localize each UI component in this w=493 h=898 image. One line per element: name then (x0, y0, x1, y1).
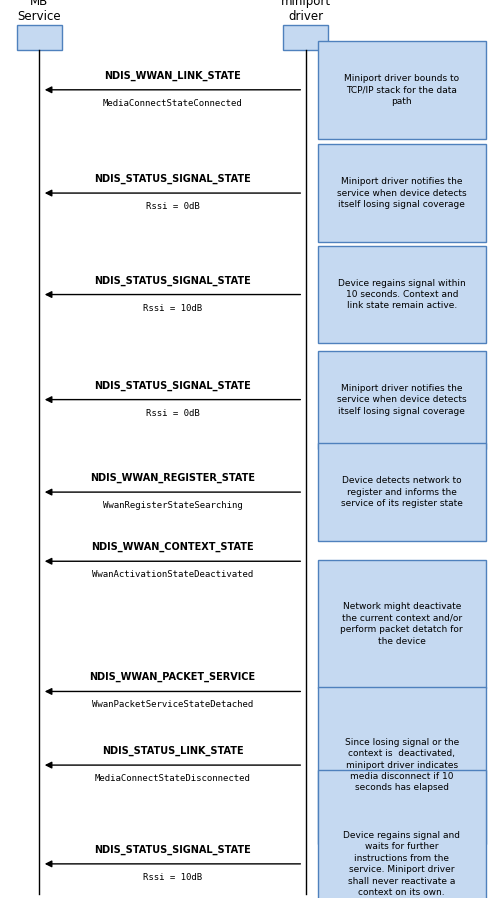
Text: MB
miniport
driver: MB miniport driver (281, 0, 331, 23)
Text: Miniport driver notifies the
service when device detects
itself losing signal co: Miniport driver notifies the service whe… (337, 383, 466, 416)
Text: WwanActivationStateDeactivated: WwanActivationStateDeactivated (92, 570, 253, 579)
Text: NDIS_STATUS_SIGNAL_STATE: NDIS_STATUS_SIGNAL_STATE (94, 381, 251, 391)
FancyBboxPatch shape (318, 145, 486, 242)
Text: NDIS_STATUS_SIGNAL_STATE: NDIS_STATUS_SIGNAL_STATE (94, 276, 251, 286)
Text: Device regains signal within
10 seconds. Context and
link state remain active.: Device regains signal within 10 seconds.… (338, 278, 466, 311)
Text: Rssi = 0dB: Rssi = 0dB (145, 409, 200, 418)
Text: NDIS_WWAN_CONTEXT_STATE: NDIS_WWAN_CONTEXT_STATE (91, 542, 254, 552)
Text: MediaConnectStateConnected: MediaConnectStateConnected (103, 99, 243, 108)
Text: Since losing signal or the
context is  deactivated,
miniport driver indicates
me: Since losing signal or the context is de… (345, 737, 459, 793)
Text: Rssi = 10dB: Rssi = 10dB (143, 304, 202, 313)
Text: Miniport driver notifies the
service when device detects
itself losing signal co: Miniport driver notifies the service whe… (337, 177, 466, 209)
Text: NDIS_WWAN_LINK_STATE: NDIS_WWAN_LINK_STATE (104, 71, 241, 81)
FancyBboxPatch shape (318, 245, 486, 343)
Text: Device regains signal and
waits for further
instructions from the
service. Minip: Device regains signal and waits for furt… (343, 831, 460, 897)
Text: Device detects network to
register and informs the
service of its register state: Device detects network to register and i… (341, 476, 463, 508)
FancyBboxPatch shape (318, 687, 486, 844)
Text: NDIS_WWAN_REGISTER_STATE: NDIS_WWAN_REGISTER_STATE (90, 473, 255, 483)
Text: Rssi = 10dB: Rssi = 10dB (143, 873, 202, 882)
FancyBboxPatch shape (283, 25, 328, 50)
FancyBboxPatch shape (17, 25, 62, 50)
FancyBboxPatch shape (318, 350, 486, 448)
FancyBboxPatch shape (318, 443, 486, 541)
FancyBboxPatch shape (318, 770, 486, 898)
Text: Rssi = 0dB: Rssi = 0dB (145, 202, 200, 211)
Text: MediaConnectStateDisconnected: MediaConnectStateDisconnected (95, 774, 250, 783)
Text: NDIS_STATUS_LINK_STATE: NDIS_STATUS_LINK_STATE (102, 746, 244, 756)
Text: WwanPacketServiceStateDetached: WwanPacketServiceStateDetached (92, 700, 253, 709)
Text: WwanRegisterStateSearching: WwanRegisterStateSearching (103, 501, 243, 510)
Text: Network might deactivate
the current context and/or
perform packet detatch for
t: Network might deactivate the current con… (341, 603, 463, 646)
FancyBboxPatch shape (318, 41, 486, 138)
Text: Miniport driver bounds to
TCP/IP stack for the data
path: Miniport driver bounds to TCP/IP stack f… (344, 74, 459, 106)
Text: MB
Service: MB Service (18, 0, 61, 23)
Text: NDIS_STATUS_SIGNAL_STATE: NDIS_STATUS_SIGNAL_STATE (94, 174, 251, 184)
FancyBboxPatch shape (318, 560, 486, 688)
Text: NDIS_STATUS_SIGNAL_STATE: NDIS_STATUS_SIGNAL_STATE (94, 845, 251, 855)
Text: NDIS_WWAN_PACKET_SERVICE: NDIS_WWAN_PACKET_SERVICE (90, 673, 255, 682)
